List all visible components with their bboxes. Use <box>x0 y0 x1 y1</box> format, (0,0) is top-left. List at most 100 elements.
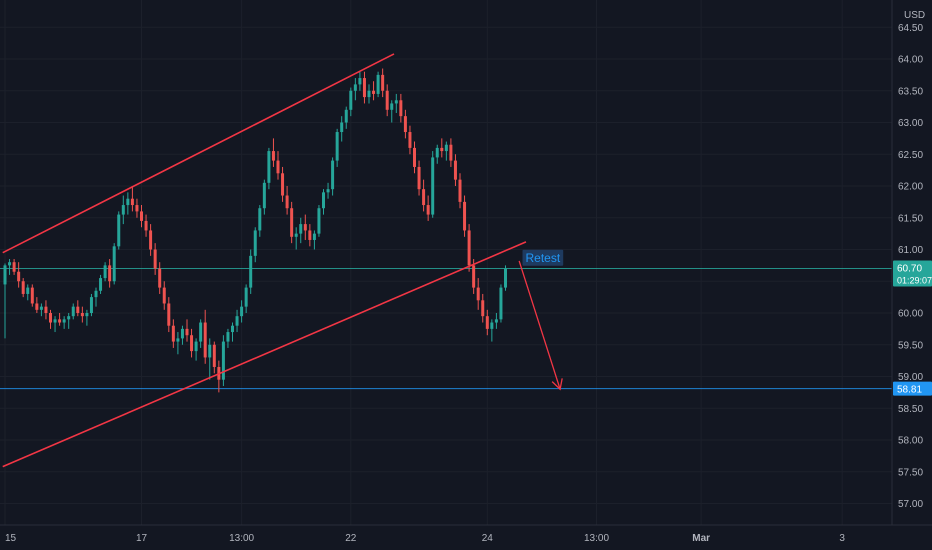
price-tick-label: 61.00 <box>898 245 923 256</box>
candle <box>249 249 253 294</box>
candle <box>440 138 444 158</box>
candle <box>130 186 134 212</box>
candle-body <box>167 303 171 326</box>
candle <box>276 151 280 180</box>
candle-body <box>153 249 157 269</box>
candle <box>258 205 262 237</box>
candle-body <box>121 205 125 215</box>
retest-label: Retest <box>526 251 561 265</box>
candle-body <box>231 325 234 333</box>
price-tick-label: 57.00 <box>898 499 923 510</box>
price-axis[interactable]: USD 57.00 57.50 58.00 58.50 59.00 59.50 60.00 6… <box>891 0 925 525</box>
candle-body <box>58 319 62 323</box>
candle-body <box>62 319 66 323</box>
candle-body <box>240 306 244 317</box>
candle-body <box>385 90 389 110</box>
candle <box>458 173 462 209</box>
candle-body <box>49 313 52 323</box>
candle-body <box>194 341 198 352</box>
candle <box>21 278 25 298</box>
candle-body <box>504 268 507 288</box>
candle-body <box>39 306 43 310</box>
candle-body <box>403 116 407 133</box>
candle-body <box>3 265 7 285</box>
candle-body <box>258 208 262 231</box>
candle <box>349 87 353 117</box>
candle <box>504 265 507 291</box>
candlesticks <box>3 68 507 393</box>
candle <box>231 322 234 342</box>
candle <box>344 106 348 129</box>
candle-body <box>422 189 426 206</box>
candle-body <box>494 319 498 323</box>
candle-body <box>21 281 25 294</box>
candle <box>481 293 485 323</box>
candle-body <box>349 90 353 110</box>
candle-body <box>76 306 80 313</box>
candle-body <box>253 230 257 256</box>
candle <box>499 284 503 323</box>
candle-body <box>472 265 476 288</box>
candle-body <box>303 224 307 231</box>
candle-body <box>376 74 380 94</box>
candle <box>85 309 89 326</box>
candle <box>494 313 498 329</box>
candle <box>403 109 407 139</box>
currency-label: USD <box>904 10 925 21</box>
time-tick-label: 22 <box>345 533 357 544</box>
candle <box>39 303 43 317</box>
candle-body <box>358 78 362 85</box>
candle-body <box>485 316 489 329</box>
candle <box>340 116 344 142</box>
candle <box>71 303 75 320</box>
candle <box>121 195 125 225</box>
candle-body <box>367 90 371 98</box>
candle <box>303 214 307 240</box>
price-tick-label: 58.50 <box>898 404 923 415</box>
candle-body <box>212 344 216 367</box>
arrow-head <box>551 378 563 391</box>
retest-annotation[interactable]: Retest <box>522 249 564 266</box>
candle-body <box>80 313 84 317</box>
candle <box>140 205 143 228</box>
candle <box>408 125 412 155</box>
candle <box>413 141 416 174</box>
candle-body <box>294 233 298 237</box>
candle-body <box>335 132 339 161</box>
badge-text: 01:29:07 <box>897 276 932 286</box>
badge-bg <box>893 260 932 287</box>
candle <box>49 309 52 329</box>
horizontal-lines <box>0 268 892 390</box>
candle <box>180 325 184 345</box>
candle <box>221 335 225 387</box>
candle-body <box>481 300 485 317</box>
candle-body <box>71 306 75 317</box>
projection-arrow[interactable] <box>518 260 563 391</box>
candle-body <box>312 233 316 240</box>
candle <box>3 263 7 339</box>
candle-body <box>326 189 330 193</box>
candle-body <box>8 262 12 266</box>
candle-body <box>208 344 212 358</box>
trend-lines[interactable] <box>2 53 527 468</box>
candle <box>426 195 430 221</box>
price-tick-label: 61.50 <box>898 213 923 224</box>
candle <box>53 316 57 333</box>
candle-body <box>285 195 289 209</box>
candle-body <box>467 230 471 266</box>
lower-channel-line[interactable] <box>2 241 527 468</box>
price-tick-label: 63.50 <box>898 86 923 97</box>
candle-body <box>381 74 385 91</box>
candle-body <box>244 287 248 307</box>
candle <box>30 284 34 307</box>
candle <box>58 313 62 326</box>
upper-channel-line[interactable] <box>2 53 395 254</box>
candle <box>35 297 39 313</box>
candle-body <box>262 182 266 209</box>
candle-body <box>190 335 194 352</box>
